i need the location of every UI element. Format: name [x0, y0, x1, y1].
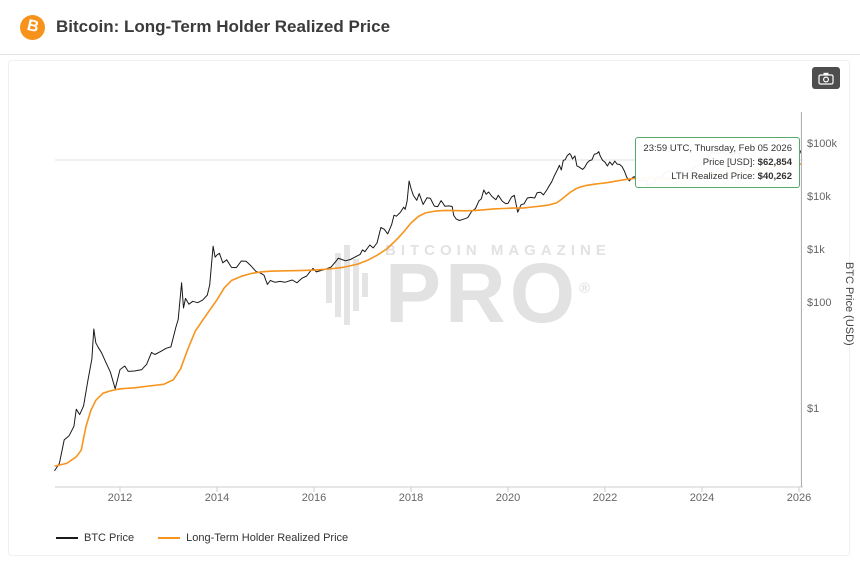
x-axis-label: 2014: [205, 492, 229, 504]
chart-card: [8, 60, 850, 556]
y-axis-label: $10k: [807, 191, 831, 203]
x-axis-label: 2026: [787, 492, 811, 504]
x-axis-label: 2012: [108, 492, 132, 504]
tooltip-price-row: Price [USD]: $62,854: [702, 156, 792, 168]
x-axis-label: 2022: [593, 492, 617, 504]
export-chart-button[interactable]: [812, 67, 840, 89]
tooltip-timestamp: 23:59 UTC, Thursday, Feb 05 2026: [643, 143, 792, 154]
page-header: B Bitcoin: Long-Term Holder Realized Pri…: [0, 0, 860, 55]
camera-icon: [818, 72, 834, 85]
y-axis-label: $1: [807, 403, 819, 415]
tooltip-lth-value: $40,262: [757, 170, 792, 182]
legend-label: Long-Term Holder Realized Price: [186, 532, 349, 544]
chart-legend: BTC Price Long-Term Holder Realized Pric…: [56, 532, 348, 544]
legend-label: BTC Price: [84, 532, 135, 544]
page-title: Bitcoin: Long-Term Holder Realized Price: [56, 17, 391, 36]
x-axis-label: 2016: [302, 492, 326, 504]
legend-item-btc-price[interactable]: BTC Price: [56, 532, 134, 544]
watermark-product: PRO®: [385, 246, 591, 340]
legend-item-lth-realized-price[interactable]: Long-Term Holder Realized Price: [158, 532, 348, 544]
series-line-0: [54, 138, 802, 472]
y-axis-label: $100: [807, 297, 831, 309]
y-axis-title: BTC Price (USD): [843, 262, 855, 346]
watermark-text: BITCOIN MAGAZINE PRO®: [385, 242, 611, 340]
bitcoin-icon: B: [20, 14, 45, 40]
x-axis-label: 2020: [496, 492, 520, 504]
legend-swatch: [56, 537, 78, 539]
chart-tooltip: 23:59 UTC, Thursday, Feb 05 2026 Price […: [635, 137, 800, 189]
legend-swatch: [158, 537, 181, 539]
watermark-brand: BITCOIN MAGAZINE: [385, 242, 611, 259]
series-line-1: [54, 163, 802, 467]
registered-mark: ®: [579, 280, 591, 297]
x-axis-label: 2018: [399, 492, 423, 504]
y-axis-label: $1k: [807, 244, 825, 256]
tooltip-price-value: $62,854: [757, 156, 792, 168]
watermark: BITCOIN MAGAZINE PRO®: [326, 242, 611, 340]
y-axis-label: $100k: [807, 138, 837, 150]
tooltip-lth-row: LTH Realized Price: $40,262: [671, 170, 792, 182]
x-axis-label: 2024: [690, 492, 714, 504]
bitcoin-magazine-logo-icon: [326, 244, 368, 325]
